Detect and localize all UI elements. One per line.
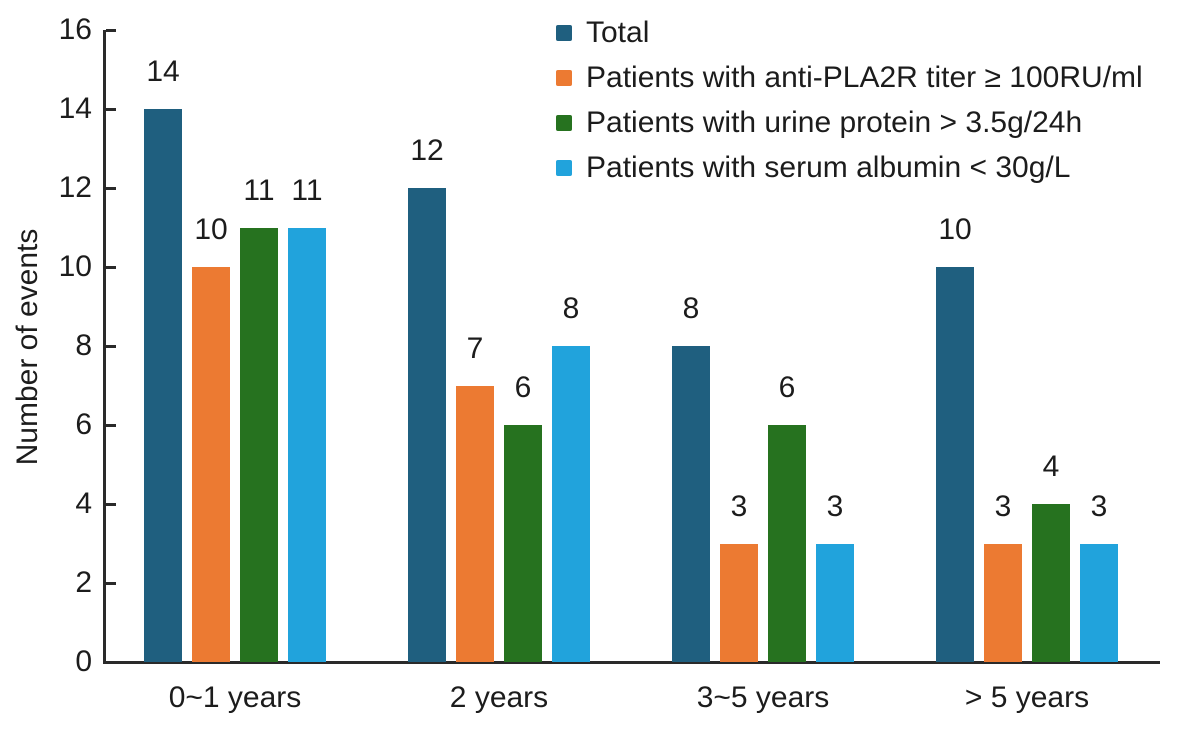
bar-total: [144, 109, 182, 662]
legend-item: Patients with anti-PLA2R titer ≥ 100RU/m…: [556, 55, 1143, 100]
y-tick-label: 0: [75, 645, 92, 678]
legend-label: Total: [586, 15, 650, 49]
legend-swatch-icon: [556, 114, 572, 131]
bar-value-label: 6: [514, 371, 532, 404]
y-tick-mark: [106, 187, 116, 190]
x-tick-label: > 5 years: [964, 681, 1090, 714]
bar-series2: [504, 425, 542, 662]
bar-total: [936, 267, 974, 662]
legend-swatch-icon: [556, 24, 572, 41]
bar-series1: [720, 543, 758, 662]
bar-series3: [1080, 543, 1118, 662]
bar-series1: [192, 267, 230, 662]
y-axis-line: [103, 30, 106, 663]
bar-value-label: 6: [778, 371, 796, 404]
bar-value-label: 10: [938, 213, 972, 246]
y-tick-mark: [106, 503, 116, 506]
bar-series1: [456, 385, 494, 662]
bar-series3: [288, 227, 326, 662]
x-tick-label: 3~5 years: [696, 681, 830, 714]
bar-value-label: 4: [1042, 450, 1060, 483]
bar-series3: [552, 346, 590, 662]
legend-swatch-icon: [556, 69, 572, 86]
y-tick-label: 16: [58, 13, 92, 46]
bar-series3: [816, 543, 854, 662]
y-tick-mark: [106, 582, 116, 585]
legend-label: Patients with serum albumin < 30g/L: [586, 150, 1071, 184]
y-tick-mark: [106, 345, 116, 348]
y-tick-mark: [106, 108, 116, 111]
y-tick-label: 6: [75, 408, 92, 441]
legend-label: Patients with anti-PLA2R titer ≥ 100RU/m…: [586, 60, 1143, 94]
legend-item: Total: [556, 10, 1143, 55]
bar-value-label: 11: [291, 173, 323, 207]
legend-item: Patients with serum albumin < 30g/L: [556, 145, 1143, 190]
y-tick-label: 14: [58, 92, 92, 125]
legend-swatch-icon: [556, 159, 572, 176]
y-tick-label: 12: [58, 171, 92, 204]
bar-value-label: 12: [410, 134, 444, 167]
bar-value-label: 11: [243, 173, 275, 207]
bar-total: [408, 188, 446, 662]
y-tick-label: 8: [75, 329, 92, 362]
bar-total: [672, 346, 710, 662]
bar-series2: [240, 227, 278, 662]
bar-value-label: 14: [146, 55, 180, 88]
y-tick-mark: [106, 266, 116, 269]
bar-value-label: 3: [826, 489, 844, 523]
legend: Total Patients with anti-PLA2R titer ≥ 10…: [556, 10, 1143, 190]
bar-value-label: 10: [194, 213, 228, 246]
bar-value-label: 3: [994, 489, 1012, 523]
y-tick-label: 2: [75, 566, 92, 599]
bar-value-label: 7: [466, 331, 484, 365]
bar-value-label: 3: [1090, 489, 1108, 523]
y-tick-label: 4: [75, 487, 92, 520]
legend-label: Patients with urine protein > 3.5g/24h: [586, 105, 1083, 139]
y-tick-mark: [106, 424, 116, 427]
y-tick-mark: [106, 29, 116, 32]
bar-series2: [768, 425, 806, 662]
bar-series1: [984, 543, 1022, 662]
x-tick-label: 2 years: [449, 681, 549, 714]
bar-series2: [1032, 504, 1070, 662]
bar-value-label: 3: [730, 489, 748, 523]
y-tick-mark: [106, 661, 116, 664]
y-tick-label: 10: [58, 250, 92, 283]
legend-item: Patients with urine protein > 3.5g/24h: [556, 100, 1143, 145]
bar-value-label: 8: [682, 292, 700, 325]
x-axis-line: [103, 661, 1160, 664]
x-tick-label: 0~1 years: [168, 681, 302, 714]
bar-value-label: 8: [562, 292, 580, 325]
